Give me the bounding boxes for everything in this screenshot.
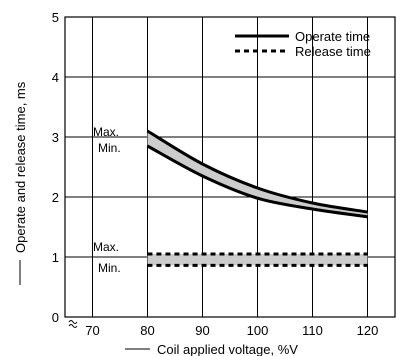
y-tick-label-4: 4 [52, 70, 59, 85]
x-tick-label-110: 110 [302, 323, 323, 338]
x-tick-labels: 70 80 90 100 110 120 [85, 323, 378, 338]
x-tick-label-80: 80 [140, 323, 154, 338]
y-axis-title: Operate and release time, ms [13, 81, 28, 253]
x-tick-label-90: 90 [195, 323, 209, 338]
shaded-bands [147, 131, 368, 266]
operate-time-min-line [146, 144, 368, 219]
y-axis-label: Operate and release time, ms [13, 81, 28, 285]
annotation-operate-min: Min. [98, 141, 121, 155]
y-tick-label-3: 3 [52, 130, 59, 145]
x-tick-label-120: 120 [357, 323, 379, 338]
x-axis-label: Coil applied voltage, %V [125, 342, 298, 356]
x-tick-label-100: 100 [247, 323, 269, 338]
y-tick-labels: 0 1 2 3 4 5 [52, 10, 59, 325]
x-axis-title: Coil applied voltage, %V [157, 342, 298, 356]
release-time-band [147, 254, 368, 266]
y-tick-label-2: 2 [52, 190, 59, 205]
operate-time-max-line [146, 129, 368, 214]
plot-frame [64, 16, 396, 318]
y-tick-label-0: 0 [52, 310, 59, 325]
axis-break-marker [68, 320, 78, 328]
legend: Operate time Release time [235, 29, 371, 59]
annotation-release-max: Max. [93, 240, 119, 254]
x-tick-label-70: 70 [85, 323, 99, 338]
legend-label-operate: Operate time [295, 29, 370, 44]
y-tick-label-5: 5 [52, 10, 59, 25]
y-tick-label-1: 1 [52, 250, 59, 265]
legend-label-release: Release time [295, 44, 371, 59]
annotation-release-min: Min. [98, 261, 121, 275]
series-lines [146, 129, 368, 267]
annotation-operate-max: Max. [93, 125, 119, 139]
